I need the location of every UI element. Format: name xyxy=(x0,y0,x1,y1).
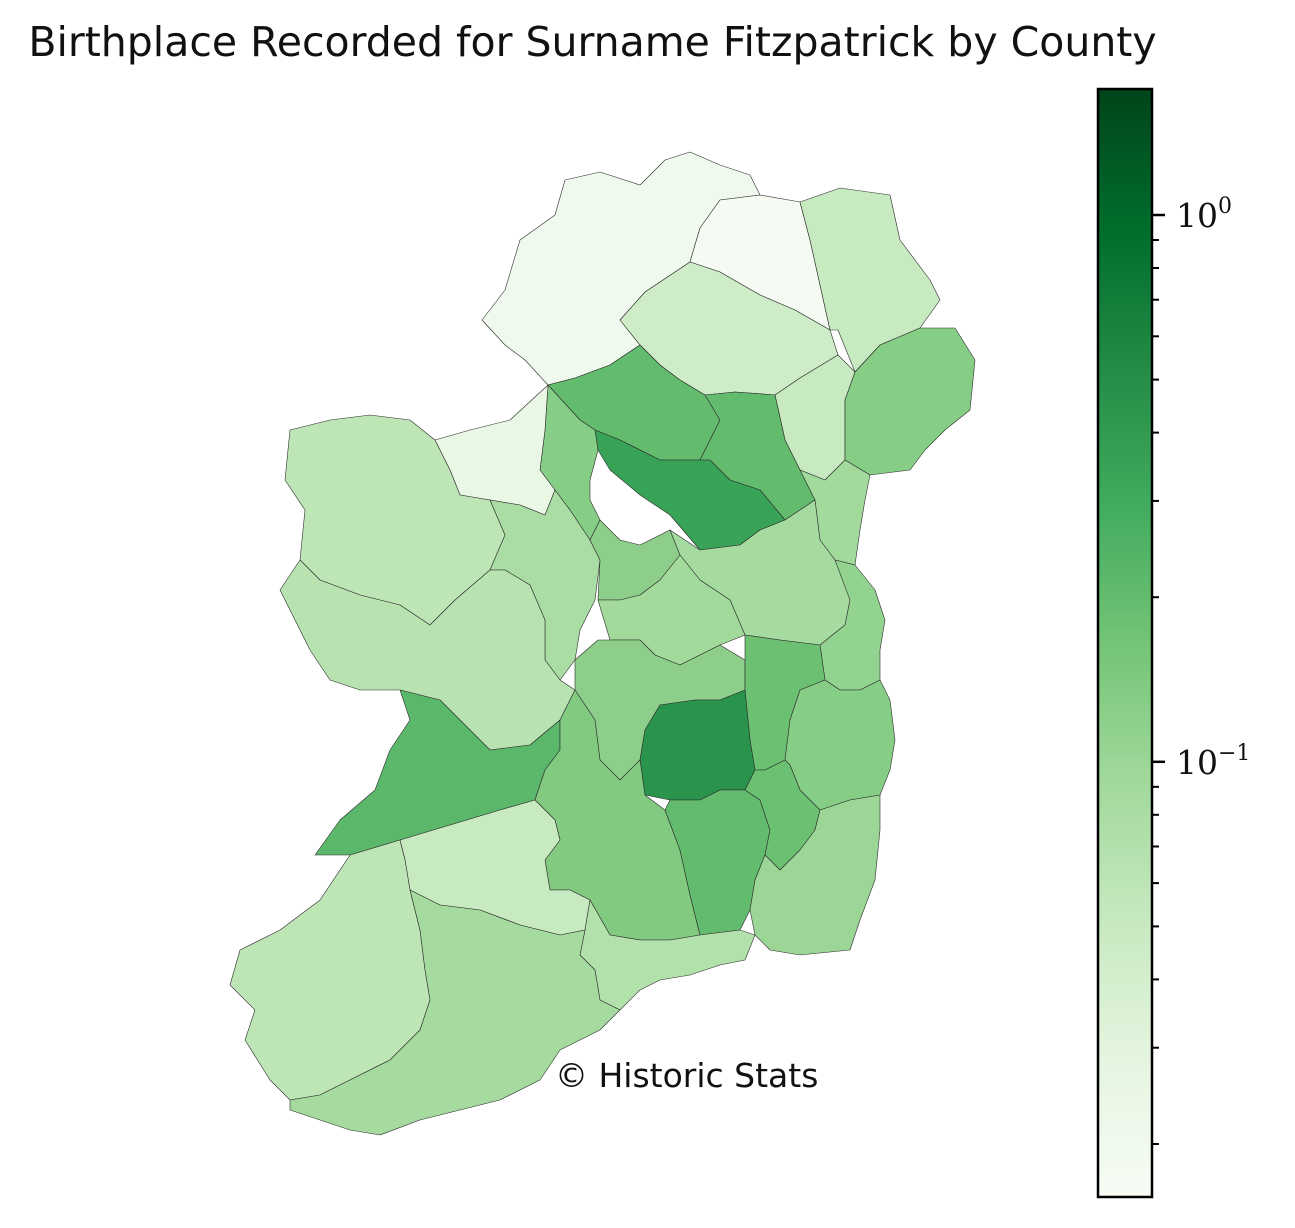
county-wicklow: Wicklow xyxy=(784,679,896,811)
map-title: Birthplace Recorded for Surname Fitzpatr… xyxy=(28,18,1157,66)
county-wexford: Wexford xyxy=(749,794,881,956)
county-cork: Cork xyxy=(289,889,621,1136)
credit-text: © Historic Stats xyxy=(555,1056,818,1095)
colorbar-gradient xyxy=(1098,89,1152,1197)
county-layer: DonegalDerryAntrimTyroneFermanaghArmaghD… xyxy=(229,151,976,1136)
colorbar-ticks: 100 10−1 xyxy=(1152,194,1250,1146)
colorbar-tick-label: 10−1 xyxy=(1176,741,1250,782)
colorbar-frame xyxy=(1096,87,1154,1199)
colorbar: 100 10−1 xyxy=(1096,87,1250,1199)
colorbar-tick-label: 100 xyxy=(1176,194,1232,235)
